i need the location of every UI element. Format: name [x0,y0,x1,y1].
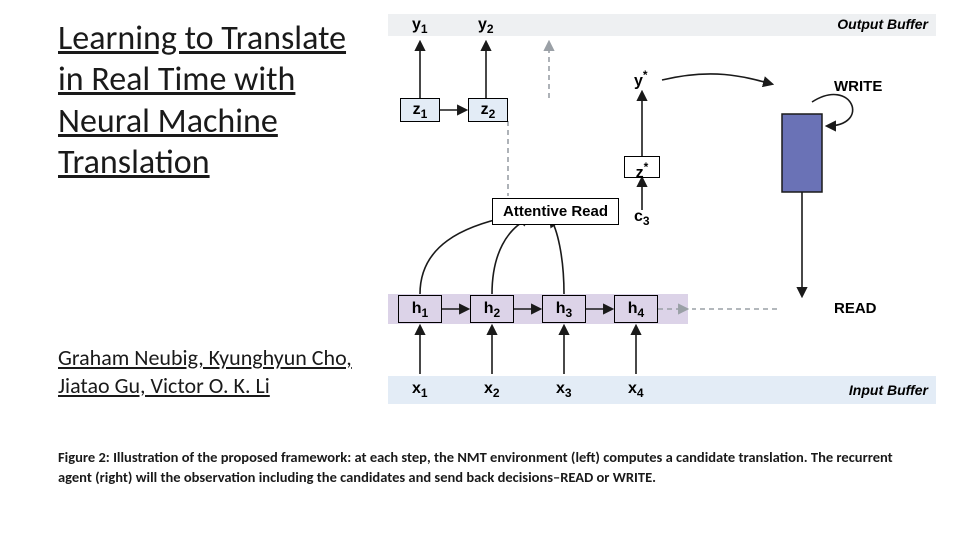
x3-label: x3 [556,380,572,400]
framework-diagram: Output Buffer Input Buffer y1 y2 z1 z2 y… [382,6,942,416]
write-label: WRITE [834,78,882,95]
paper-title: Learning to Translate in Real Time with … [58,18,368,184]
h4-node: h4 [614,295,658,323]
h1-node: h1 [398,295,442,323]
diagram-svg [382,6,942,416]
paper-authors: Graham Neubig, Kyunghyun Cho, Jiatao Gu,… [58,344,358,399]
z1-node: z1 [400,98,440,122]
attentive-read-box: Attentive Read [492,198,619,225]
c3-label: c3 [634,208,650,228]
x2-label: x2 [484,380,500,400]
read-label: READ [834,300,877,317]
z2-node: z2 [468,98,508,122]
ystar-label: y* [634,68,648,90]
y1-label: y1 [412,16,428,36]
h3-node: h3 [542,295,586,323]
y2-label: y2 [478,16,494,36]
x1-label: x1 [412,380,428,400]
figure-caption: Figure 2: Illustration of the proposed f… [58,448,902,487]
h2-node: h2 [470,295,514,323]
x4-label: x4 [628,380,644,400]
zstar-node: z* [624,156,660,178]
input-buffer-label: Input Buffer [849,382,928,398]
output-buffer-label: Output Buffer [837,16,928,32]
